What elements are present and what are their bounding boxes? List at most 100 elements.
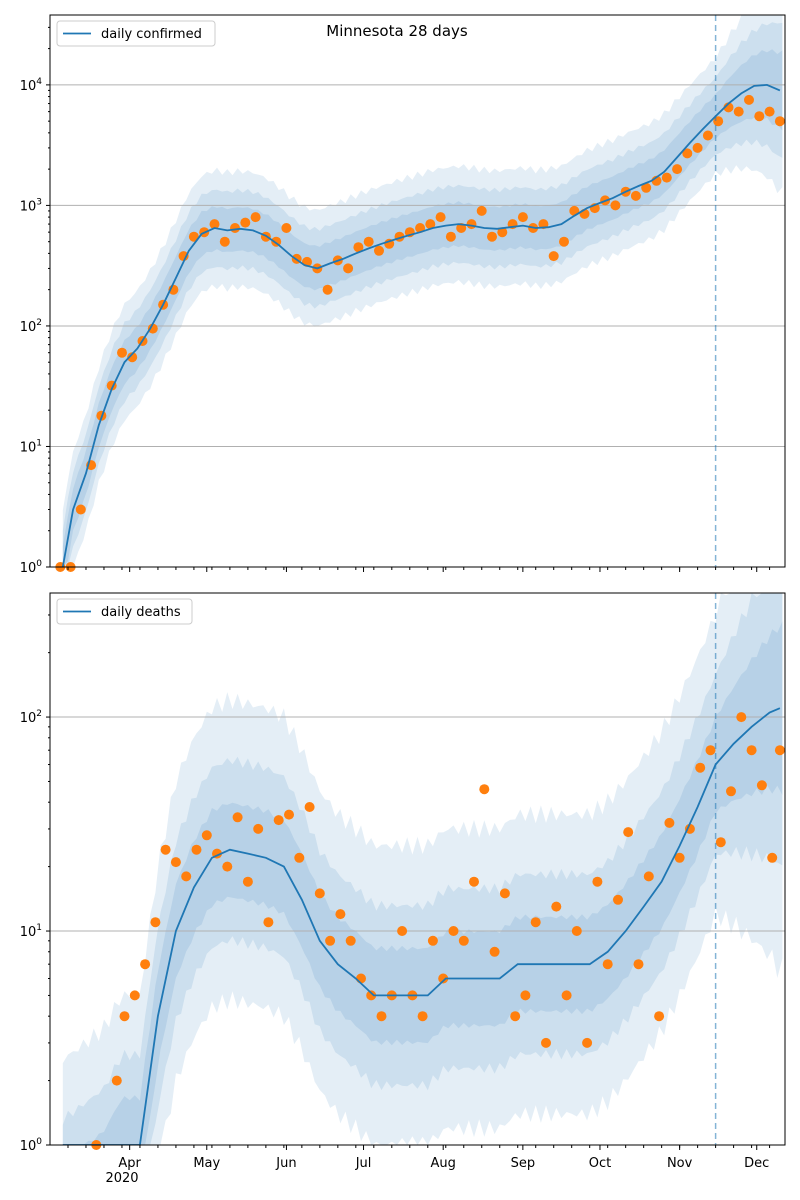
observed-point: [744, 94, 754, 105]
observed-point: [664, 817, 675, 828]
uncertainty-band: [62, 593, 783, 1145]
observed-point: [201, 830, 212, 841]
observed-point: [479, 784, 490, 795]
uncertainty-band: [62, 593, 783, 1145]
x-tick-label: Aug: [431, 1156, 456, 1171]
observed-point: [733, 106, 744, 117]
observed-point: [705, 745, 716, 756]
observed-point: [695, 762, 706, 773]
observed-point: [263, 917, 274, 928]
deaths-uncertainty-bands: [62, 593, 783, 1145]
observed-point: [181, 871, 192, 882]
observed-point: [517, 212, 528, 223]
observed-point: [561, 990, 572, 1001]
deaths-x-axis: Apr May Jun Jul Aug Sep Oct Nov Dec: [67, 1145, 771, 1171]
observed-point: [322, 284, 333, 295]
observed-point: [520, 990, 531, 1001]
observed-point: [510, 1011, 521, 1022]
observed-point: [592, 876, 603, 887]
observed-point: [140, 959, 151, 970]
observed-point: [548, 251, 559, 262]
observed-point: [487, 231, 497, 242]
deaths-observed-points: [91, 712, 785, 1150]
observed-point: [191, 844, 202, 855]
observed-point: [530, 917, 541, 928]
observed-point: [672, 164, 683, 175]
observed-point: [242, 876, 253, 887]
observed-point: [682, 148, 693, 159]
deaths-model-line: [62, 707, 781, 1145]
legend-box: [56, 598, 193, 625]
observed-point: [170, 857, 181, 868]
observed-point: [715, 837, 726, 848]
observed-point: [343, 263, 354, 274]
observed-point: [469, 876, 479, 887]
observed-point: [582, 1037, 593, 1048]
deaths-axes-frame: [49, 592, 786, 1146]
observed-point: [188, 231, 199, 242]
deaths-gridlines: [50, 716, 785, 932]
observed-point: [397, 926, 408, 936]
observed-point: [435, 212, 446, 223]
observed-point: [219, 236, 230, 247]
observed-point: [633, 959, 644, 970]
observed-point: [541, 1037, 551, 1048]
observed-point: [232, 812, 243, 823]
observed-point: [304, 802, 315, 812]
observed-point: [630, 190, 641, 201]
observed-point: [117, 347, 127, 358]
confirmed-observed-points: [55, 94, 785, 572]
observed-point: [345, 935, 356, 946]
observed-point: [499, 888, 510, 899]
observed-point: [111, 1075, 122, 1086]
confirmed-uncertainty-bands: [62, 15, 783, 567]
observed-point: [571, 926, 582, 936]
observed-point: [692, 142, 703, 153]
observed-point: [643, 871, 654, 882]
observed-point: [127, 352, 138, 363]
x-tick-label: Dec: [744, 1156, 769, 1171]
observed-point: [374, 245, 384, 256]
observed-point: [376, 1011, 387, 1022]
observed-point: [230, 223, 240, 233]
confirmed-x-axis: [67, 567, 771, 572]
x-tick-label: Apr: [118, 1156, 141, 1171]
observed-point: [445, 231, 456, 242]
observed-point: [458, 935, 469, 946]
observed-point: [602, 959, 613, 970]
observed-point: [353, 242, 364, 253]
confirmed-legend: daily confirmed: [56, 20, 216, 47]
x-tick-label: Sep: [511, 1156, 536, 1171]
confirmed-axes-frame: [49, 14, 786, 568]
chart-title: Minnesota 28 days: [326, 22, 468, 40]
observed-point: [551, 901, 562, 912]
observed-point: [756, 780, 767, 791]
uncertainty-band: [62, 621, 783, 1145]
observed-point: [147, 323, 158, 334]
observed-point: [366, 990, 377, 1001]
legend-box: [56, 20, 216, 47]
observed-point: [726, 786, 736, 797]
observed-point: [281, 223, 292, 233]
legend-label: daily deaths: [101, 605, 181, 620]
observed-point: [335, 909, 346, 920]
observed-point: [314, 888, 325, 899]
confirmed-gridlines: [50, 84, 785, 447]
observed-point: [476, 205, 487, 216]
observed-point: [178, 251, 189, 262]
observed-point: [623, 827, 634, 838]
observed-point: [746, 745, 757, 756]
observed-point: [559, 236, 569, 247]
observed-point: [448, 926, 459, 936]
observed-point: [466, 219, 477, 230]
observed-point: [702, 130, 713, 141]
x-tick-label: Nov: [667, 1156, 693, 1171]
observed-point: [363, 236, 374, 247]
observed-point: [489, 946, 500, 957]
observed-point: [610, 200, 621, 211]
observed-point: [356, 973, 366, 984]
observed-point: [253, 823, 264, 834]
observed-point: [684, 823, 695, 834]
